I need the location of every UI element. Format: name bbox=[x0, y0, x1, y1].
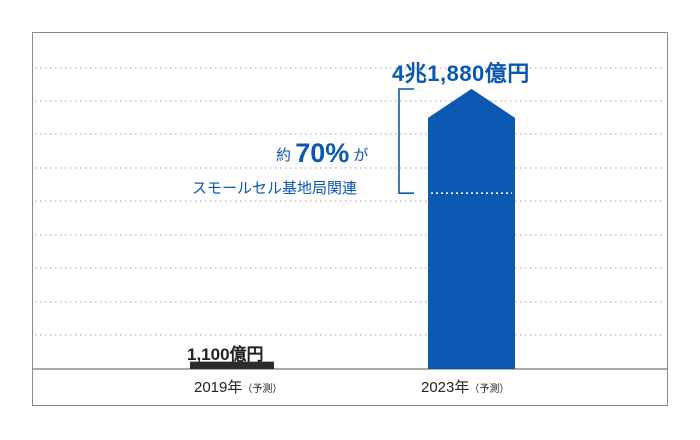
x-tick-year: 2023 bbox=[421, 379, 455, 396]
data-label-2019: 1,100億円 bbox=[187, 345, 264, 364]
x-tick-note: （予測） bbox=[242, 384, 283, 395]
data-label-2023: 4兆1,880億円 bbox=[392, 61, 530, 86]
x-tick-note: （予測） bbox=[469, 384, 510, 395]
chart-frame bbox=[32, 32, 668, 406]
annotation-prefix: 約 bbox=[276, 147, 292, 164]
annotation-suffix: が bbox=[353, 147, 369, 164]
x-tick-unit: 年 bbox=[227, 379, 243, 396]
annotation-share: 約 70% が bbox=[276, 138, 368, 169]
x-tick-year: 2019 bbox=[194, 379, 228, 396]
annotation-bracket bbox=[398, 88, 414, 195]
annotation-percent: 70% bbox=[295, 138, 350, 168]
x-tick-2019: 2019年（予測） bbox=[194, 376, 282, 397]
bar-2019 bbox=[190, 361, 274, 369]
x-tick-unit: 年 bbox=[454, 379, 470, 396]
annotation-description: スモールセル基地局関連 bbox=[192, 180, 358, 197]
x-tick-2023: 2023年（予測） bbox=[421, 376, 509, 397]
bar-2023 bbox=[428, 88, 515, 370]
